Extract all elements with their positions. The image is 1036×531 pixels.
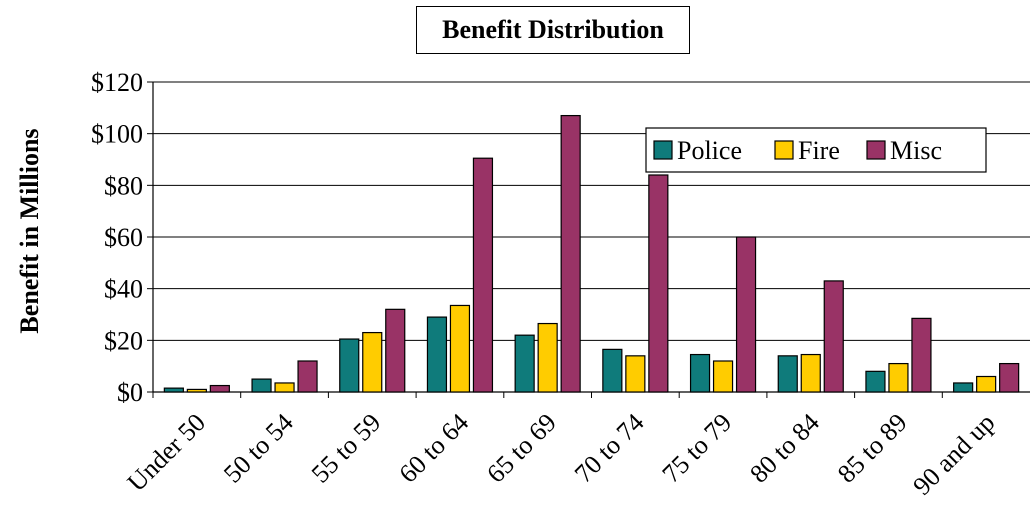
- bar-misc-1: [297, 360, 318, 393]
- x-tick-label: 50 to 54: [218, 408, 299, 489]
- x-tick-label: 70 to 74: [569, 408, 650, 489]
- legend-label-fire: Fire: [798, 136, 840, 165]
- legend-label-misc: Misc: [890, 136, 942, 165]
- bar-misc-3: [472, 157, 494, 393]
- bar-fire-8: [888, 362, 909, 393]
- x-tick-label: Under 50: [122, 408, 211, 497]
- bar-misc-7: [823, 280, 844, 393]
- bar-police-5: [602, 348, 623, 393]
- bar-misc-8: [911, 317, 932, 393]
- bar-fire-4: [537, 322, 558, 393]
- bar-fire-5: [625, 355, 646, 393]
- y-tick-label: $0: [117, 378, 143, 407]
- y-tick-label: $100: [91, 120, 143, 149]
- y-axis-label: Benefit in Millions: [15, 128, 44, 334]
- bar-police-9: [953, 382, 974, 393]
- bar-police-8: [865, 370, 886, 393]
- bar-misc-4: [560, 114, 581, 393]
- bar-fire-2: [362, 331, 383, 393]
- x-tick-label: 75 to 79: [657, 408, 738, 489]
- legend-swatch-police: [653, 140, 673, 160]
- x-tick-label: 55 to 59: [306, 408, 387, 489]
- legend: [645, 127, 987, 173]
- y-tick-label: $20: [104, 326, 143, 355]
- bar-fire-3: [449, 304, 471, 393]
- bar-misc-9: [999, 362, 1020, 393]
- bar-misc-5: [648, 174, 669, 393]
- bar-fire-7: [800, 353, 821, 393]
- bar-fire-9: [976, 375, 997, 393]
- x-tick-label: 60 to 64: [393, 408, 474, 489]
- y-tick-label: $40: [104, 275, 143, 304]
- legend-label-police: Police: [677, 136, 742, 165]
- bar-police-0: [163, 387, 184, 393]
- bar-fire-1: [274, 382, 295, 393]
- y-tick-label: $120: [91, 68, 143, 97]
- x-tick-label: 80 to 84: [744, 408, 825, 489]
- y-tick-label: $80: [104, 171, 143, 200]
- bar-police-7: [777, 355, 798, 393]
- bar-misc-2: [385, 308, 406, 393]
- chart-title: Benefit Distribution: [416, 6, 690, 54]
- bar-police-6: [689, 353, 711, 393]
- x-tick-label: 65 to 69: [481, 408, 562, 489]
- bar-fire-0: [186, 388, 207, 393]
- bar-misc-6: [735, 236, 757, 393]
- bar-police-3: [426, 316, 448, 393]
- legend-swatch-misc: [866, 140, 886, 160]
- bar-police-2: [339, 338, 360, 393]
- y-tick-label: $60: [104, 223, 143, 252]
- x-tick-label: 90 and up: [907, 408, 1000, 501]
- bar-police-1: [251, 378, 272, 393]
- legend-swatch-fire: [774, 140, 794, 160]
- bar-misc-0: [209, 384, 230, 393]
- bar-fire-6: [712, 360, 734, 393]
- bar-police-4: [514, 334, 535, 393]
- x-tick-label: 85 to 89: [832, 408, 913, 489]
